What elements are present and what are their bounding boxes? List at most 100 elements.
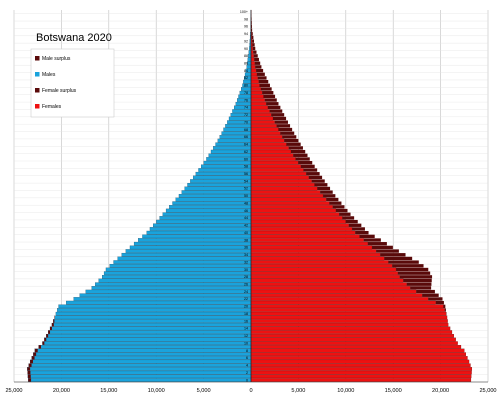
legend-label: Females [42, 104, 62, 110]
chart-title: Botswana 2020 [36, 32, 112, 44]
bar-females-age-13 [250, 330, 453, 334]
bar-female-surplus-age-37 [367, 242, 387, 246]
legend-label: Males [42, 72, 56, 78]
bar-females-age-84 [250, 68, 257, 73]
bar-female-surplus-age-53 [314, 183, 328, 187]
bar-males-age-27 [98, 278, 252, 283]
bar-males-age-51 [181, 190, 252, 194]
bar-males-age-9 [38, 345, 252, 349]
bar-male-surplus-age-13 [48, 330, 51, 334]
legend-label: Male surplus [42, 56, 71, 62]
age-tick-label: 96 [244, 25, 248, 29]
bar-females-age-67 [250, 131, 281, 136]
bar-males-age-4 [28, 363, 252, 368]
bar-females-age-10 [250, 341, 458, 345]
bar-females-age-8 [250, 348, 465, 353]
bar-females-age-49 [250, 197, 327, 202]
age-tick-label: 36 [244, 246, 248, 250]
bar-females-age-14 [250, 326, 451, 331]
legend-swatch [35, 72, 40, 77]
bar-females-age-44 [250, 216, 343, 220]
age-tick-label: 80 [244, 84, 248, 88]
age-tick-label: 22 [244, 297, 248, 301]
age-tick-label: 78 [244, 91, 248, 95]
bar-females-age-66 [250, 135, 283, 139]
bar-female-surplus-age-59 [298, 161, 313, 165]
bar-females-age-63 [250, 146, 289, 150]
bar-females-age-73 [250, 109, 270, 113]
bar-females-age-83 [250, 72, 258, 77]
bar-males-age-26 [95, 282, 252, 287]
x-tick-label: 20,000 [432, 388, 449, 394]
bar-male-surplus-age-14 [50, 326, 52, 331]
bar-males-age-31 [109, 264, 252, 268]
bar-female-surplus-age-57 [303, 168, 318, 172]
age-tick-label: 42 [244, 224, 248, 228]
bar-female-surplus-age-47 [332, 205, 345, 209]
bar-female-surplus-age-20 [443, 304, 446, 308]
bar-females-age-3 [250, 367, 473, 371]
x-tick-label: 25,000 [479, 388, 496, 394]
bar-female-surplus-age-69 [276, 124, 291, 128]
bar-females-age-2 [250, 370, 472, 375]
bar-male-surplus-age-5 [30, 359, 33, 364]
bar-females-age-15 [250, 322, 449, 327]
bar-females-age-89 [250, 50, 254, 54]
bar-female-surplus-age-91 [252, 43, 255, 47]
age-tick-label: 84 [244, 69, 248, 73]
bar-females-age-17 [250, 315, 448, 320]
bar-males-age-36 [129, 245, 252, 250]
bar-males-age-73 [232, 109, 252, 113]
bar-females-age-65 [250, 138, 285, 143]
bar-females-age-20 [250, 304, 444, 309]
bar-females-age-71 [250, 116, 274, 121]
age-tick-label: 64 [244, 143, 248, 147]
bar-female-surplus-age-86 [254, 61, 261, 65]
bar-female-surplus-age-64 [286, 142, 301, 146]
bar-males-age-0 [28, 378, 252, 382]
bar-females-age-61 [250, 153, 294, 158]
bar-female-surplus-age-90 [252, 46, 256, 51]
bar-females-age-34 [250, 252, 381, 257]
age-tick-label: 68 [244, 128, 248, 132]
age-tick-label: 40 [244, 231, 248, 235]
bar-males-age-15 [51, 322, 252, 327]
bar-females-age-86 [250, 61, 255, 66]
bar-female-surplus-age-73 [269, 109, 283, 113]
age-tick-label: 8 [246, 349, 248, 353]
age-tick-label: 60 [244, 157, 248, 161]
bar-female-surplus-age-68 [278, 127, 293, 132]
age-tick-label: 16 [244, 319, 248, 323]
age-tick-label: 44 [244, 216, 248, 220]
bar-males-age-46 [165, 208, 252, 213]
bar-female-surplus-age-38 [363, 238, 381, 242]
bar-females-age-87 [250, 57, 255, 62]
bar-males-age-53 [187, 182, 252, 187]
bar-males-age-52 [184, 186, 252, 191]
bar-females-age-80 [250, 83, 260, 88]
bar-female-surplus-age-40 [355, 230, 369, 235]
bar-males-age-25 [91, 286, 252, 290]
bar-female-surplus-age-30 [396, 267, 429, 272]
bar-female-surplus-age-75 [266, 102, 279, 106]
age-tick-label: 62 [244, 150, 248, 154]
bar-males-age-49 [175, 197, 252, 202]
bar-female-surplus-age-54 [311, 179, 325, 183]
age-tick-label: 92 [244, 39, 248, 43]
bar-males-age-56 [195, 171, 252, 176]
bar-female-surplus-age-48 [329, 201, 342, 205]
bar-females-age-28 [250, 275, 400, 279]
bar-males-age-19 [57, 308, 252, 312]
x-tick-label: 25,000 [5, 388, 22, 394]
bar-females-age-77 [250, 94, 264, 99]
bar-female-surplus-age-97 [251, 21, 252, 25]
bar-female-surplus-age-81 [258, 79, 269, 84]
bar-females-age-21 [250, 300, 436, 305]
bar-males-age-40 [146, 230, 252, 235]
age-tick-label: 18 [244, 312, 248, 316]
bar-males-age-44 [159, 216, 252, 220]
bar-females-age-57 [250, 168, 304, 172]
bar-males-age-29 [103, 271, 252, 275]
bar-males-age-43 [156, 219, 252, 224]
